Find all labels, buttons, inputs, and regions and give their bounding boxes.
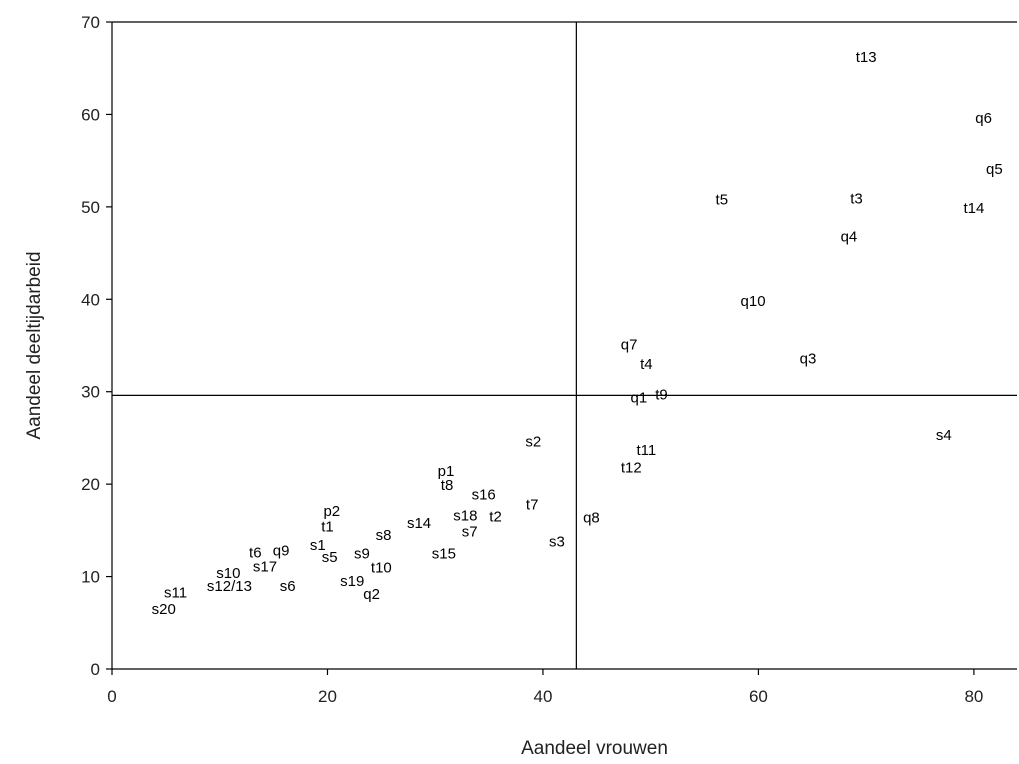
data-point-label: t8 (441, 477, 454, 494)
data-point-label: t14 (963, 200, 984, 217)
data-point-label: q4 (841, 228, 858, 245)
data-point-label: t3 (850, 191, 863, 208)
x-tick-label: 20 (318, 687, 337, 706)
data-point-label: p2 (323, 503, 340, 520)
y-tick-label: 20 (81, 475, 100, 494)
y-tick-label: 50 (81, 198, 100, 217)
data-point-label: s1 (310, 537, 326, 554)
data-point-label: s4 (936, 427, 952, 444)
data-point-label: p1 (438, 463, 455, 480)
x-tick-label: 60 (749, 687, 768, 706)
data-point-label: q1 (630, 389, 647, 406)
y-axis-title: Aandeel deeltijdarbeid (24, 251, 45, 439)
data-point-label: q9 (273, 543, 290, 560)
y-tick-label: 30 (81, 383, 100, 402)
data-point-label: s6 (280, 578, 296, 595)
data-point-label: q6 (975, 110, 992, 127)
data-point-label: q5 (986, 161, 1003, 178)
data-point-label: q8 (583, 509, 600, 526)
data-point-label: s15 (432, 545, 456, 562)
y-axis-ticks: 0 10 20 30 40 50 60 70 (81, 13, 112, 679)
data-point-label: t5 (716, 191, 729, 208)
data-point-label: t2 (489, 508, 502, 525)
data-point-label: s2 (525, 434, 541, 451)
x-tick-label: 80 (964, 687, 983, 706)
data-point-label: t10 (371, 559, 392, 576)
reference-lines (112, 22, 1017, 669)
data-point-label: s9 (354, 545, 370, 562)
x-axis-ticks: 0 20 40 60 80 (107, 669, 983, 706)
data-point-label: t13 (856, 49, 877, 66)
data-point-label: t11 (637, 442, 657, 459)
data-point-label: q3 (800, 350, 817, 367)
data-point-label: s14 (407, 515, 431, 532)
data-point-label: s5 (322, 549, 338, 566)
data-point-label: q10 (741, 293, 766, 310)
data-point-label: s18 (453, 508, 477, 525)
x-axis-title: Aandeel vrouwen (521, 738, 668, 759)
y-tick-label: 70 (81, 13, 100, 32)
data-point-label: s10 (216, 565, 240, 582)
data-point-label: s12/13 (207, 578, 252, 595)
data-point-label: s8 (376, 527, 392, 544)
data-point-label: s7 (462, 523, 478, 540)
y-tick-label: 0 (91, 660, 100, 679)
data-point-label: s17 (253, 558, 277, 575)
data-point-label: t1 (321, 519, 334, 536)
plot-area (111, 21, 1017, 670)
data-point-label: s16 (472, 486, 496, 503)
data-point-label: t9 (655, 386, 668, 403)
data-point-label: s19 (340, 573, 364, 590)
x-tick-label: 40 (533, 687, 552, 706)
y-tick-label: 60 (81, 105, 100, 124)
y-tick-label: 10 (81, 568, 100, 587)
data-point-label: t7 (526, 496, 539, 513)
x-tick-label: 0 (107, 687, 116, 706)
data-point-label: q2 (363, 586, 380, 603)
data-point-label: s11 (164, 584, 187, 601)
y-tick-label: 40 (81, 290, 100, 309)
data-point-label: s20 (152, 601, 176, 618)
data-point-label: s3 (549, 533, 565, 550)
data-point-label: t6 (249, 545, 262, 562)
data-point-label: t12 (621, 460, 642, 477)
data-point-label: t4 (640, 356, 653, 373)
data-point-label: q7 (621, 337, 638, 354)
